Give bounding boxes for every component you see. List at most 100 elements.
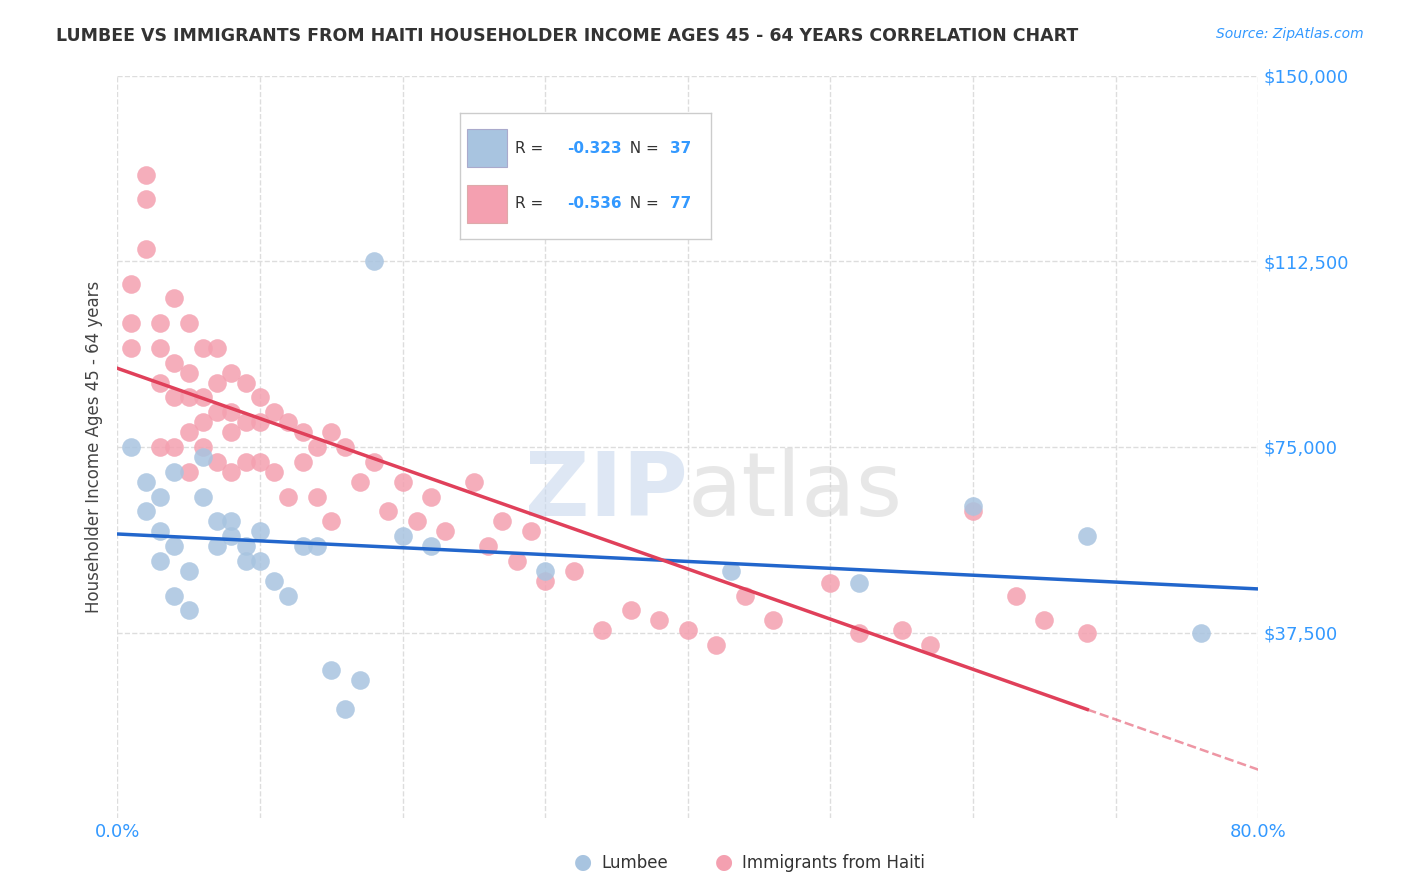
Point: [191, 450, 214, 464]
Point: [177, 316, 200, 330]
Point: [205, 341, 228, 355]
Point: [163, 465, 186, 479]
Point: [163, 589, 186, 603]
Point: [191, 341, 214, 355]
Point: [135, 504, 157, 518]
Point: [321, 514, 343, 528]
Point: [848, 625, 870, 640]
Point: [221, 514, 243, 528]
Point: [135, 192, 157, 206]
Point: [135, 242, 157, 256]
Point: [249, 524, 271, 539]
Point: [335, 702, 357, 716]
Point: [177, 366, 200, 380]
Point: [205, 455, 228, 469]
Point: [676, 624, 699, 638]
Point: [221, 425, 243, 439]
Text: atlas: atlas: [688, 448, 903, 535]
Point: [205, 514, 228, 528]
Point: [534, 574, 557, 588]
Point: [235, 415, 257, 429]
Point: [420, 539, 443, 553]
Point: [391, 529, 413, 543]
Point: [249, 415, 271, 429]
Point: [277, 589, 299, 603]
Point: [349, 673, 371, 687]
Point: [277, 415, 299, 429]
Point: [463, 475, 485, 489]
Point: [534, 564, 557, 578]
Point: [163, 440, 186, 454]
Point: [591, 624, 613, 638]
Point: [491, 514, 513, 528]
Point: [263, 465, 285, 479]
Point: [305, 539, 328, 553]
Point: [277, 490, 299, 504]
Point: [962, 500, 984, 514]
Point: [120, 277, 142, 291]
Point: [321, 425, 343, 439]
Point: [734, 589, 756, 603]
Point: [149, 440, 172, 454]
Text: Source: ZipAtlas.com: Source: ZipAtlas.com: [1216, 27, 1364, 41]
Text: ●: ●: [575, 853, 592, 872]
Point: [191, 391, 214, 405]
Point: [820, 576, 842, 591]
Point: [221, 465, 243, 479]
Point: [149, 316, 172, 330]
Point: [305, 440, 328, 454]
Point: [235, 539, 257, 553]
Point: [120, 341, 142, 355]
Point: [149, 490, 172, 504]
Point: [1033, 613, 1056, 627]
Point: [177, 465, 200, 479]
Point: [420, 490, 443, 504]
Point: [1076, 625, 1098, 640]
Point: [377, 504, 399, 518]
Point: [962, 504, 984, 518]
Point: [305, 490, 328, 504]
Point: [177, 425, 200, 439]
Point: [120, 440, 142, 454]
Point: [149, 341, 172, 355]
Point: [890, 624, 912, 638]
Point: [163, 539, 186, 553]
Point: [135, 168, 157, 182]
Point: [177, 391, 200, 405]
Point: [720, 564, 742, 578]
Point: [221, 366, 243, 380]
Point: [321, 663, 343, 677]
Text: ●: ●: [716, 853, 733, 872]
Point: [405, 514, 427, 528]
Point: [1189, 625, 1212, 640]
Point: [163, 292, 186, 306]
Point: [191, 415, 214, 429]
Point: [149, 376, 172, 390]
Point: [221, 529, 243, 543]
Point: [349, 475, 371, 489]
Point: [235, 376, 257, 390]
Text: Lumbee: Lumbee: [602, 855, 668, 872]
Point: [235, 455, 257, 469]
Point: [205, 405, 228, 419]
Point: [291, 539, 314, 553]
Point: [177, 603, 200, 617]
Point: [505, 554, 527, 568]
Point: [363, 455, 385, 469]
Point: [249, 455, 271, 469]
Point: [235, 554, 257, 568]
Point: [363, 254, 385, 268]
Point: [1076, 529, 1098, 543]
Point: [562, 564, 585, 578]
Y-axis label: Householder Income Ages 45 - 64 years: Householder Income Ages 45 - 64 years: [86, 281, 103, 613]
Point: [205, 376, 228, 390]
Point: [848, 576, 870, 591]
Point: [135, 475, 157, 489]
Point: [291, 425, 314, 439]
Point: [163, 391, 186, 405]
Point: [191, 440, 214, 454]
Point: [762, 613, 785, 627]
Point: [263, 405, 285, 419]
Point: [291, 455, 314, 469]
Point: [391, 475, 413, 489]
